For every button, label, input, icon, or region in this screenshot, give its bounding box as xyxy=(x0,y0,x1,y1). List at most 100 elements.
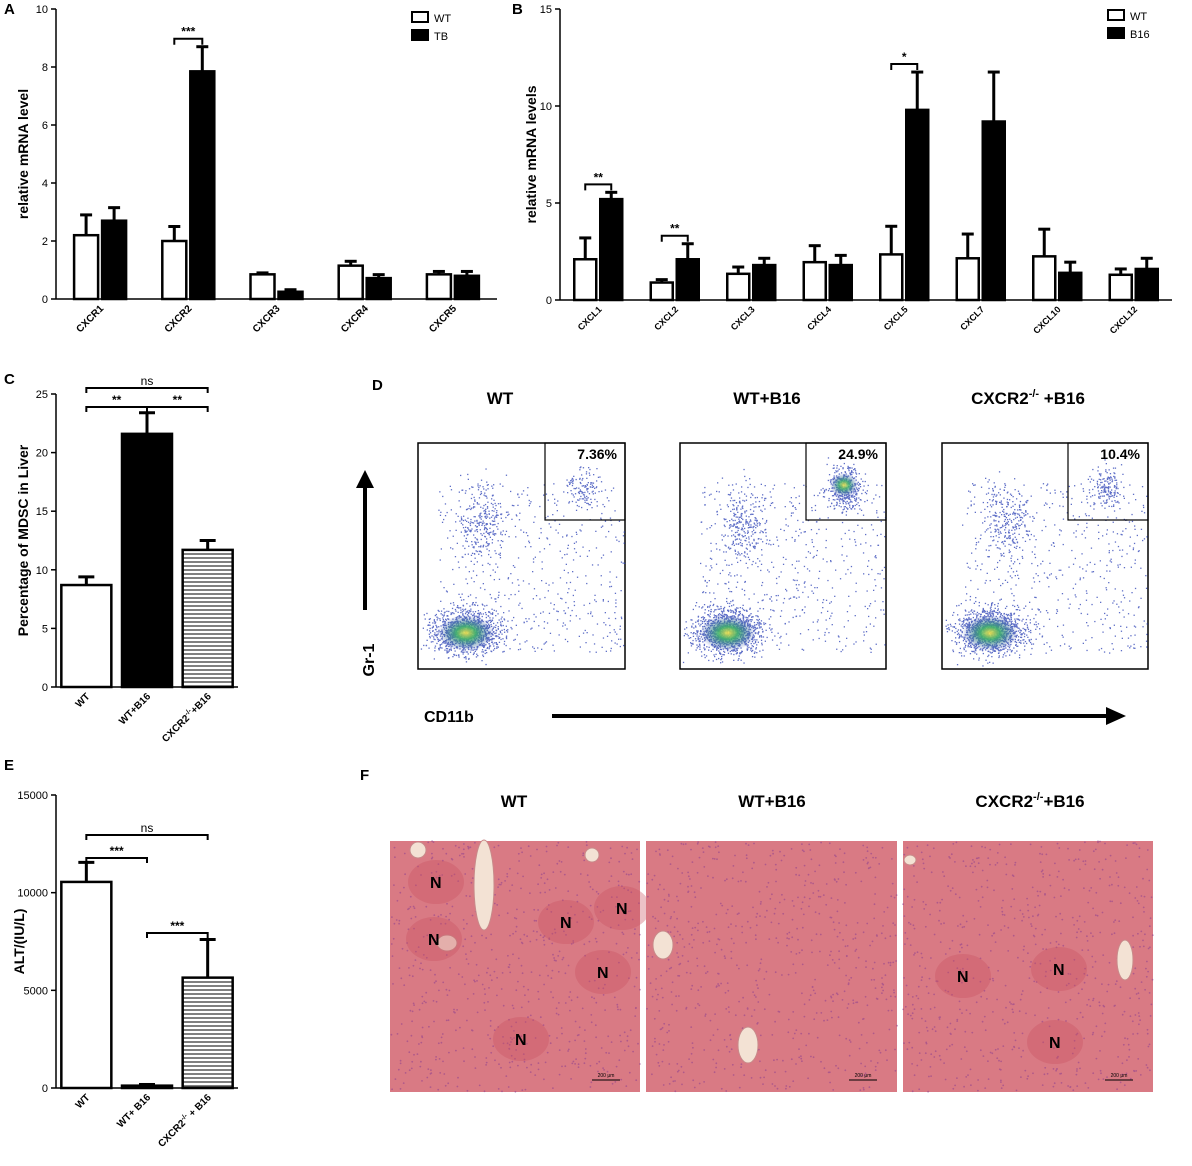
flow-dot xyxy=(765,535,767,537)
flow-dot xyxy=(738,518,740,520)
flow-dot xyxy=(754,626,756,629)
flow-dot xyxy=(460,599,463,601)
flow-dot xyxy=(760,639,763,641)
flow-dot xyxy=(567,485,569,487)
flow-dot xyxy=(457,515,459,517)
flow-dot xyxy=(598,491,600,493)
flow-dot xyxy=(454,654,456,656)
flow-dot xyxy=(1009,618,1011,620)
flow-dot xyxy=(735,553,737,555)
flow-dot xyxy=(760,623,762,625)
flow-dot xyxy=(478,523,480,525)
flow-dot xyxy=(489,621,492,623)
flow-dot xyxy=(718,657,720,660)
flow-dot xyxy=(725,545,727,547)
flow-dot xyxy=(460,651,462,653)
flow-dot xyxy=(841,512,843,514)
panel-letter-e: E xyxy=(4,757,14,774)
flow-dot xyxy=(1019,629,1021,631)
flow-dot xyxy=(446,615,449,617)
flow-dot xyxy=(745,540,747,542)
flow-dot xyxy=(558,634,560,636)
flow-dot xyxy=(882,609,885,611)
flow-dot xyxy=(721,477,724,479)
flow-dot xyxy=(742,529,744,531)
flow-dot xyxy=(735,543,737,545)
category-label: CXCR1 xyxy=(74,303,106,335)
flow-dot xyxy=(575,615,577,617)
flow-dot xyxy=(762,608,765,610)
flow-dot xyxy=(700,623,702,626)
flow-dot xyxy=(980,613,982,616)
flow-dot xyxy=(952,614,954,616)
flow-dot xyxy=(849,497,851,499)
flow-dot xyxy=(846,497,848,499)
flow-dot xyxy=(753,546,755,549)
flow-dot xyxy=(540,532,542,534)
flow-dot xyxy=(1019,609,1021,611)
flow-dot xyxy=(816,532,818,535)
flow-dot xyxy=(862,489,864,491)
flow-dot xyxy=(754,547,756,550)
flow-dot xyxy=(494,647,496,650)
flow-dot xyxy=(836,501,838,504)
flow-dot xyxy=(485,468,487,470)
flow-dot xyxy=(742,518,744,521)
flow-dot xyxy=(744,527,746,530)
flow-dot xyxy=(589,474,591,476)
flow-dot xyxy=(697,615,700,617)
flow-dot xyxy=(736,531,738,533)
flow-dot xyxy=(541,568,543,570)
flow-dot xyxy=(500,623,502,625)
flow-dot xyxy=(807,551,810,553)
flow-dot xyxy=(757,566,759,568)
category-label-part: + B16 xyxy=(185,1092,214,1121)
flow-dot xyxy=(757,623,759,625)
significance-bracket xyxy=(173,37,204,45)
flow-dot xyxy=(728,574,730,576)
flow-dot xyxy=(817,629,819,631)
flow-dot xyxy=(440,647,442,649)
flow-dot xyxy=(962,623,964,625)
flow-dot xyxy=(708,606,711,608)
flow-dot xyxy=(862,480,864,483)
flow-dot xyxy=(470,508,472,511)
flow-dot xyxy=(477,522,479,524)
flow-dot xyxy=(818,637,820,640)
flow-dot xyxy=(532,558,535,560)
flow-dot xyxy=(735,608,737,611)
flow-dot xyxy=(593,643,596,645)
flow-dot xyxy=(497,514,499,516)
bar-wt xyxy=(249,273,276,301)
flow-dot xyxy=(848,498,850,500)
flow-dot xyxy=(434,621,437,623)
flow-dot xyxy=(731,605,733,607)
flow-dot xyxy=(741,543,743,545)
significance-label: ** xyxy=(112,393,122,407)
flow-dot xyxy=(467,612,469,614)
flow-dot xyxy=(518,519,521,521)
flow-dot xyxy=(840,458,842,460)
flow-dot xyxy=(493,626,495,628)
flow-dot xyxy=(863,631,865,633)
flow-dot xyxy=(798,584,800,586)
flow-dot xyxy=(728,581,730,583)
flow-dot xyxy=(851,494,853,497)
flow-dot xyxy=(703,654,706,656)
panel-letter-c: C xyxy=(4,371,15,388)
flow-dot xyxy=(446,651,448,654)
flow-dot xyxy=(522,580,525,582)
flow-dot xyxy=(763,622,765,624)
flow-dot xyxy=(473,503,475,505)
flow-dot xyxy=(510,573,512,575)
flow-dot xyxy=(488,553,490,556)
flow-dot xyxy=(757,641,759,643)
flow-dot xyxy=(869,623,871,625)
flow-dot xyxy=(788,644,790,646)
flow-dot xyxy=(432,630,434,632)
flow-dot xyxy=(706,581,708,584)
flow-dot xyxy=(738,655,740,657)
flow-dot xyxy=(823,496,826,498)
flow-dot xyxy=(620,561,623,563)
flow-dot xyxy=(770,502,773,504)
